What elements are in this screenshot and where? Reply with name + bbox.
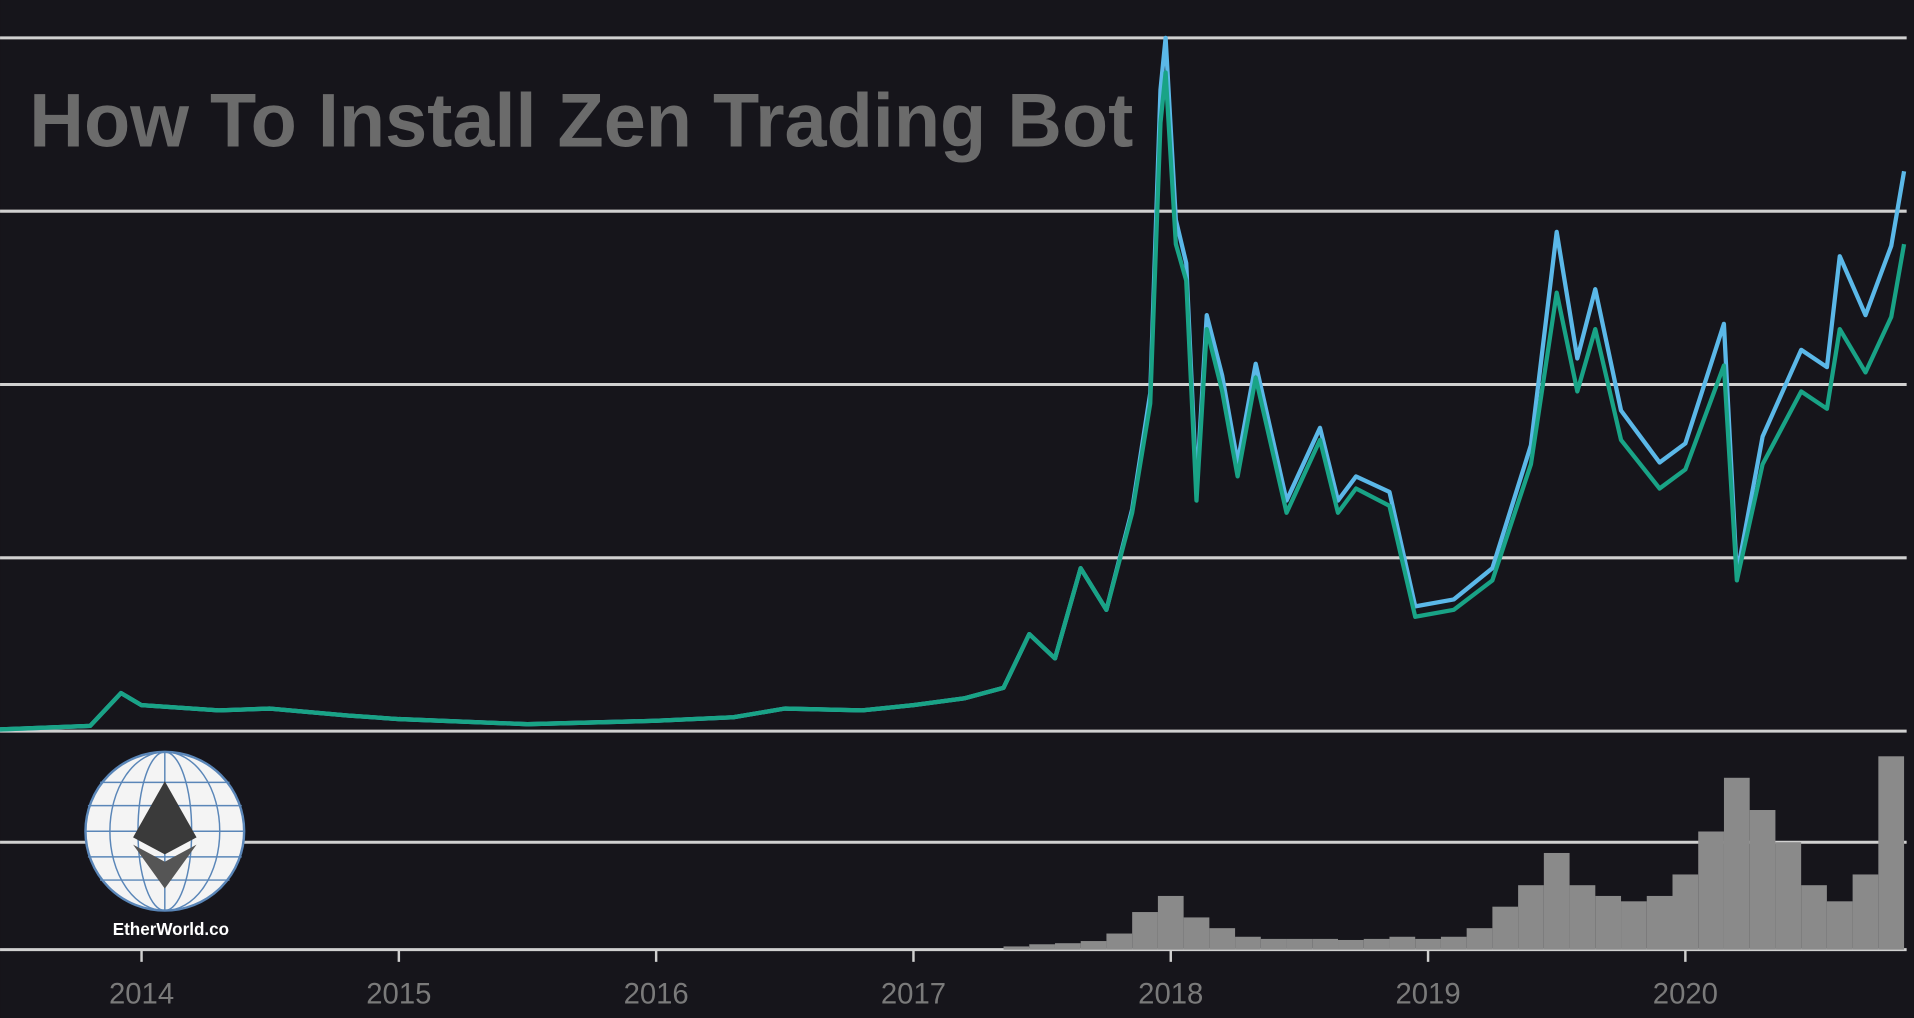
volume-bar (1672, 874, 1699, 950)
volume-bar (1209, 928, 1236, 950)
x-tick-label: 2018 (1138, 977, 1203, 1010)
logo-diamond-top (133, 781, 197, 855)
volume-bar (1029, 944, 1055, 950)
x-tick-label: 2015 (366, 977, 431, 1010)
volume-bar (1466, 928, 1493, 950)
volume-bar (1749, 810, 1776, 950)
logo-text: EtherWorld.co (113, 920, 229, 939)
chart-title: How To Install Zen Trading Bot (29, 78, 1133, 163)
volume-bar (1569, 885, 1596, 950)
volume-bar (1723, 777, 1750, 950)
volume-bar (1518, 885, 1544, 950)
logo-diamond-bottom (133, 844, 197, 889)
volume-bar (1440, 936, 1467, 950)
price-line (0, 70, 1907, 732)
volume-bar (1389, 936, 1416, 950)
volume-bar (1132, 912, 1158, 950)
volume-bar (1106, 933, 1133, 950)
x-tick-label: 2020 (1653, 977, 1718, 1010)
volume-bar (1415, 938, 1441, 950)
volume-bar (1183, 917, 1210, 950)
x-tick-label: 2016 (624, 977, 689, 1010)
volume-bar (1286, 938, 1313, 950)
x-tick-label: 2019 (1395, 977, 1460, 1010)
volume-bar (1698, 831, 1724, 950)
volume-bar (1852, 874, 1879, 950)
volume-bar (1235, 936, 1261, 950)
volume-bar (1878, 756, 1905, 950)
volume-bar (1260, 938, 1287, 950)
volume-bar (1621, 901, 1647, 950)
plot (0, 35, 1907, 950)
volume-bar (1054, 943, 1081, 950)
volume-bar (1492, 906, 1519, 950)
volume-bar (1801, 885, 1827, 950)
volume-bar (1595, 895, 1622, 950)
x-tick-label: 2014 (109, 977, 174, 1010)
volume-bar (1157, 895, 1184, 950)
volume-bar (1080, 941, 1107, 950)
x-tick-label: 2017 (881, 977, 946, 1010)
volume-bar (1363, 938, 1390, 950)
volume-bar (1543, 852, 1570, 950)
volume-bar (1646, 895, 1673, 950)
volume-bar (1775, 842, 1802, 950)
volume-bar (1826, 901, 1853, 950)
logo: EtherWorld.co (84, 750, 246, 939)
volume-bar (1338, 939, 1364, 950)
volume-bar (1312, 938, 1339, 950)
volume-bar (1003, 946, 1030, 950)
